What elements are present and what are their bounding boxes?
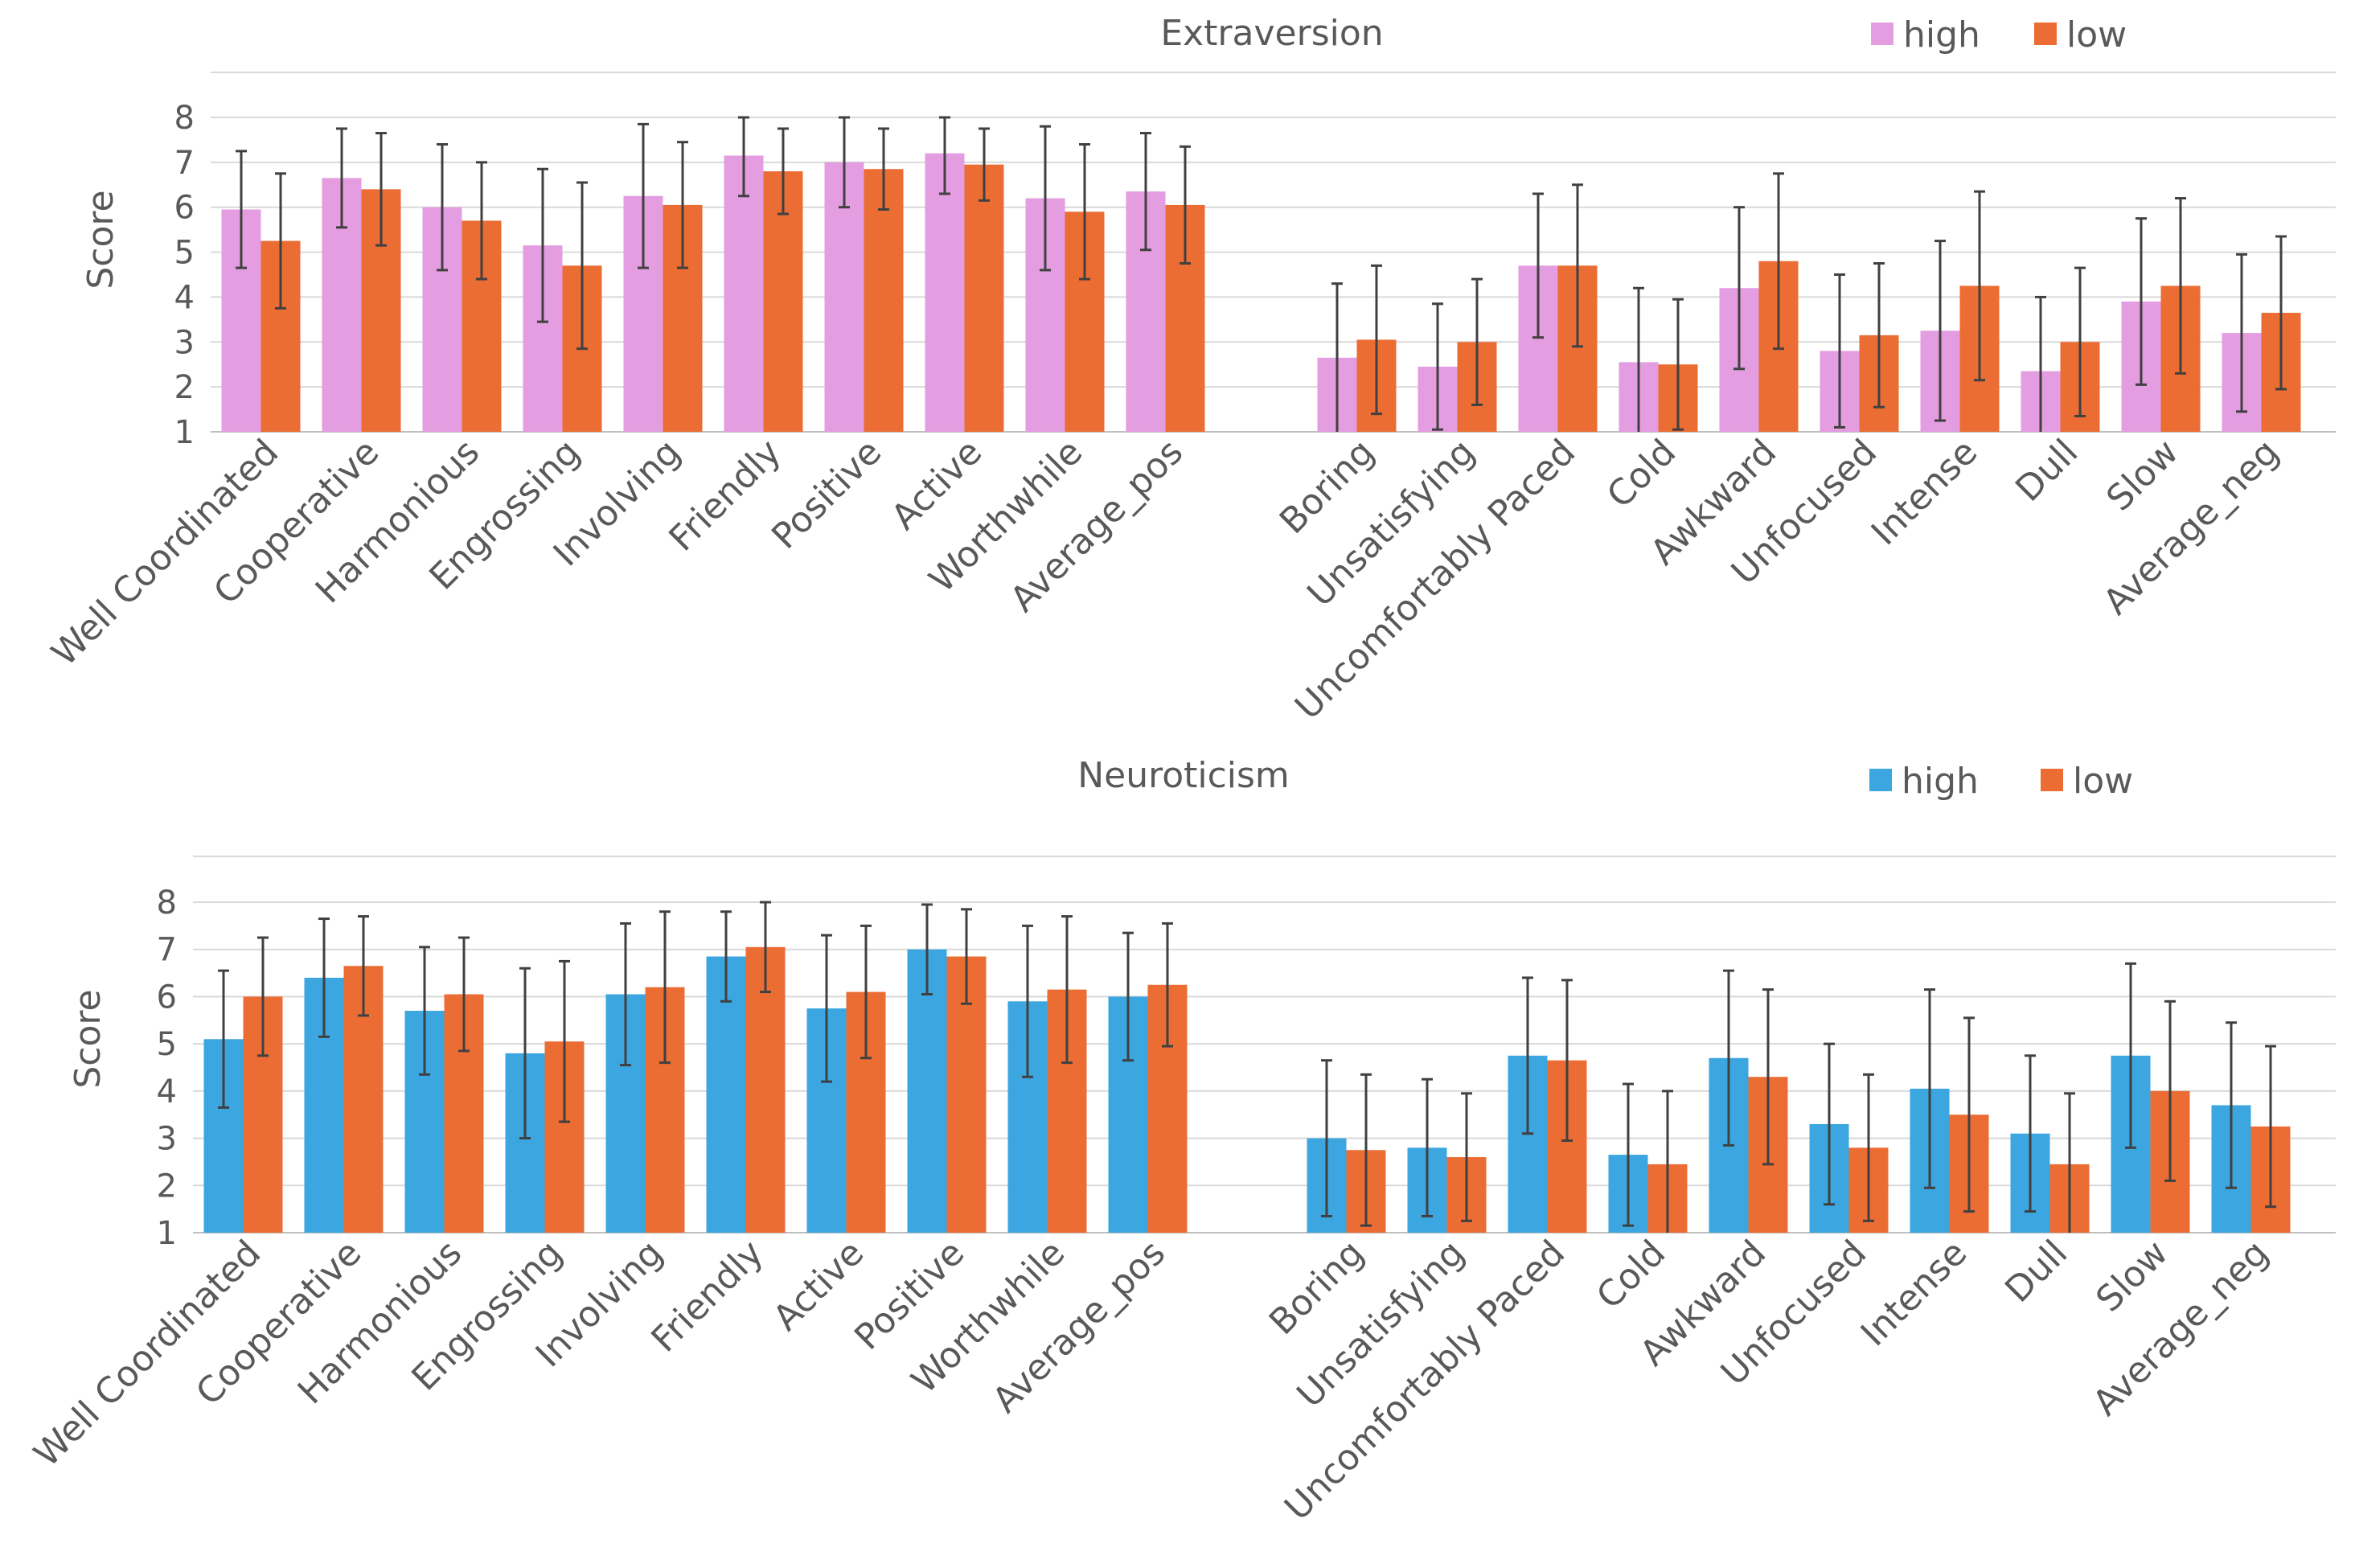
chart-neuroticism-bar-high-positive [907, 949, 947, 1233]
chart-extraversion-category-label-dull: Dull [2008, 432, 2086, 510]
chart-extraversion-bar-low-positive [864, 169, 904, 432]
chart-neuroticism-bar-low-friendly [745, 946, 786, 1233]
chart-extraversion-category-label-average-pos: Average_pos [1003, 432, 1191, 620]
chart-extraversion-ytick-label-6: 6 [174, 190, 195, 227]
chart-neuroticism-y-axis-label: Score [68, 989, 109, 1088]
chart-neuroticism-category-label-friendly: Friendly [643, 1233, 771, 1361]
chart-extraversion-category-label-friendly: Friendly [661, 432, 789, 560]
chart-neuroticism-category-label-average-neg: Average_neg [2085, 1233, 2276, 1424]
chart-extraversion-ytick-label-3: 3 [174, 324, 195, 361]
chart-extraversion-category-label-cold: Cold [1599, 432, 1684, 516]
chart-extraversion-category-label-intense: Intense [1864, 432, 1985, 553]
chart-extraversion-ytick-label-8: 8 [174, 100, 195, 137]
chart-neuroticism-ytick-label-2: 2 [157, 1168, 177, 1205]
chart-extraversion-bar-high-friendly [724, 155, 764, 432]
chart-extraversion-legend-label-high: high [1903, 14, 1980, 55]
chart-neuroticism-ytick-label-1: 1 [157, 1215, 177, 1252]
chart-neuroticism-ytick-label-4: 4 [157, 1073, 177, 1110]
chart-neuroticism-ytick-label-6: 6 [157, 979, 177, 1016]
chart-neuroticism-ytick-label-7: 7 [157, 932, 177, 969]
chart-extraversion-title: Extraversion [1160, 13, 1383, 54]
chart-neuroticism-legend-swatch-low [2041, 769, 2063, 791]
chart-extraversion-ytick-label-2: 2 [174, 369, 195, 406]
chart-extraversion-ytick-label-1: 1 [174, 414, 195, 451]
chart-neuroticism-title: Neuroticism [1077, 755, 1290, 796]
chart-neuroticism-category-label-intense: Intense [1853, 1233, 1975, 1354]
chart-extraversion-ytick-label-5: 5 [174, 235, 195, 272]
chart-extraversion-y-axis-label: Score [80, 190, 121, 289]
chart-neuroticism-ytick-label-8: 8 [157, 885, 177, 922]
chart-neuroticism-ytick-label-3: 3 [157, 1121, 177, 1158]
chart-neuroticism-category-label-cold: Cold [1589, 1233, 1673, 1317]
chart-extraversion-bar-low-active [964, 164, 1004, 432]
chart-extraversion-category-label-average-neg: Average_neg [2095, 432, 2287, 623]
chart-extraversion-legend-label-low: low [2066, 14, 2127, 55]
chart-neuroticism-category-label-dull: Dull [1997, 1233, 2075, 1311]
chart-neuroticism-category-label-average-pos: Average_pos [985, 1233, 1173, 1421]
chart-neuroticism-category-label-slow: Slow [2088, 1233, 2176, 1320]
chart-extraversion-ytick-label-4: 4 [174, 279, 195, 316]
chart-extraversion-legend-swatch-high [1871, 23, 1893, 45]
chart-neuroticism-legend-label-high: high [1902, 761, 1979, 802]
chart-neuroticism-legend-swatch-high [1869, 769, 1892, 791]
chart-neuroticism-ytick-label-5: 5 [157, 1026, 177, 1063]
chart-extraversion-bar-high-active [925, 153, 965, 432]
chart-extraversion-category-label-positive: Positive [764, 432, 889, 557]
chart-extraversion-category-label-slow: Slow [2099, 432, 2186, 519]
chart-neuroticism-legend-label-low: low [2073, 761, 2133, 802]
chart-extraversion-ytick-label-7: 7 [174, 145, 195, 182]
chart-extraversion-legend-swatch-low [2034, 23, 2057, 45]
